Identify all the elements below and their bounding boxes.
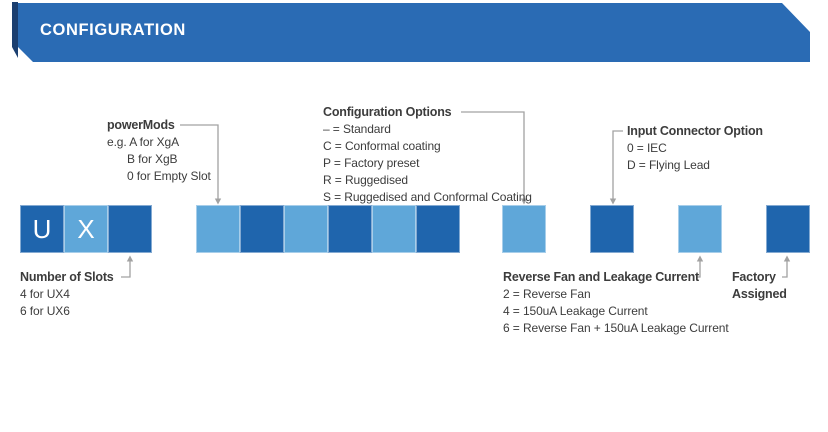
config-options-line: C = Conformal coating (323, 139, 441, 153)
powermod-box-6 (416, 205, 460, 253)
powermods-note: powerMods e.g. A for XgA B for XgB 0 for… (107, 117, 211, 185)
arrow-down-icon (214, 198, 222, 205)
number-of-slots-line: 6 for UX6 (20, 304, 70, 318)
slot-u-char: U (32, 213, 52, 244)
arrow-down-icon (609, 198, 617, 205)
factory-assigned-title-line1: Factory (732, 270, 776, 284)
section-header-banner: CONFIGURATION (18, 3, 810, 62)
powermod-box-2 (240, 205, 284, 253)
slot-u-box: U (20, 205, 64, 253)
number-of-slots-title: Number of Slots (20, 270, 114, 284)
factory-assigned-box (766, 205, 810, 253)
powermods-line: 0 for Empty Slot (127, 169, 211, 183)
config-option-box (502, 205, 546, 253)
reverse-fan-box (678, 205, 722, 253)
banner-fold (12, 2, 18, 58)
powermod-box-5 (372, 205, 416, 253)
arrow-up-icon (126, 255, 134, 262)
powermod-box-1 (196, 205, 240, 253)
powermods-line: e.g. A for XgA (107, 135, 179, 149)
powermods-line: B for XgB (127, 152, 178, 166)
number-of-slots-line: 4 for UX4 (20, 287, 70, 301)
input-connector-note: Input Connector Option 0 = IEC D = Flyin… (627, 123, 763, 174)
section-title: CONFIGURATION (40, 21, 186, 39)
powermods-title: powerMods (107, 118, 175, 132)
config-options-line: R = Ruggedised (323, 173, 408, 187)
arrow-up-icon (783, 255, 791, 262)
reverse-fan-line: 4 = 150uA Leakage Current (503, 304, 648, 318)
input-connector-line: D = Flying Lead (627, 158, 710, 172)
reverse-fan-line: 2 = Reverse Fan (503, 287, 591, 301)
reverse-fan-line: 6 = Reverse Fan + 150uA Leakage Current (503, 321, 729, 335)
slots-count-box (108, 205, 152, 253)
connector-input-connector (612, 130, 623, 199)
powermod-box-3 (284, 205, 328, 253)
reverse-fan-title: Reverse Fan and Leakage Current (503, 270, 699, 284)
input-connector-box (590, 205, 634, 253)
slot-x-char: X (77, 213, 95, 244)
config-options-line: – = Standard (323, 122, 391, 136)
input-connector-line: 0 = IEC (627, 141, 667, 155)
connector-number-of-slots (121, 261, 131, 278)
arrow-up-icon (696, 255, 704, 262)
config-options-line: P = Factory preset (323, 156, 420, 170)
input-connector-title: Input Connector Option (627, 124, 763, 138)
config-options-line: S = Ruggedised and Conformal Coating (323, 190, 532, 204)
slot-x-box: X (64, 205, 108, 253)
powermod-box-4 (328, 205, 372, 253)
factory-assigned-note: Factory Assigned (732, 269, 787, 303)
reverse-fan-note: Reverse Fan and Leakage Current 2 = Reve… (503, 269, 729, 337)
config-options-title: Configuration Options (323, 105, 452, 119)
config-options-note: Configuration Options – = Standard C = C… (323, 104, 532, 206)
number-of-slots-note: Number of Slots 4 for UX4 6 for UX6 (20, 269, 114, 320)
factory-assigned-title-line2: Assigned (732, 287, 787, 301)
